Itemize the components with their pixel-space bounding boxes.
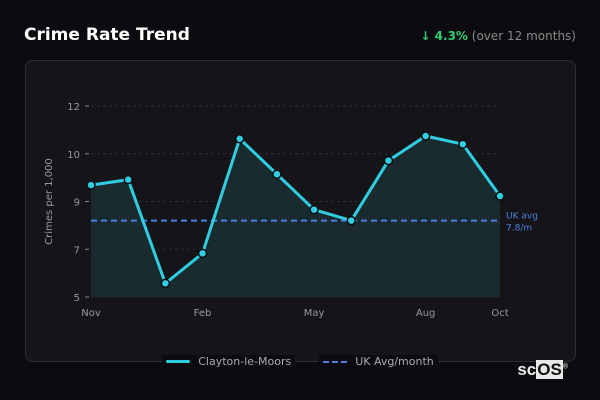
y-tick-label: 7 [74,245,80,256]
data-point [123,174,133,185]
legend-swatch-solid [166,360,191,363]
page-title: Crime Rate Trend [24,25,190,45]
data-point [346,215,357,226]
scos-logo: scOS® [517,360,568,379]
data-point [234,133,245,144]
series-line [90,134,502,285]
legend-item-reference[interactable]: UK Avg/month [319,355,438,368]
x-tick-label: Aug [416,308,436,319]
legend-label: UK Avg/month [355,355,434,368]
y-axis-label: Crimes per 1,000 [44,158,55,245]
reference-label: 7.8/m [506,224,532,234]
data-point [420,131,431,141]
legend: Clayton-le-Moors UK Avg/month [0,355,600,368]
change-percent: 4.3% [434,29,468,43]
data-point [383,155,394,166]
reference-label: UK avg [506,212,538,222]
legend-label: Clayton-le-Moors [198,355,292,368]
y-tick-label: 9 [74,198,80,209]
data-point [86,180,96,190]
down-arrow-icon: ↓ [420,29,431,43]
y-tick-label: 12 [67,102,80,113]
y-tick-label: 10 [67,150,80,161]
x-tick-label: Nov [81,308,101,319]
legend-item-series[interactable]: Clayton-le-Moors [162,355,296,368]
data-point [309,204,319,215]
trend-change: ↓ 4.3% (over 12 months) [420,29,576,43]
x-tick-label: Oct [491,308,508,319]
legend-swatch-dashed [323,360,348,363]
data-point [495,191,505,201]
area-fill [91,136,500,297]
data-point [160,278,171,289]
data-point [197,248,208,259]
y-tick-label: 5 [74,293,80,304]
x-tick-label: May [304,308,325,319]
data-point [272,169,282,179]
x-tick-label: Feb [194,308,212,319]
change-period: (over 12 months) [471,29,576,43]
data-point [458,139,468,149]
